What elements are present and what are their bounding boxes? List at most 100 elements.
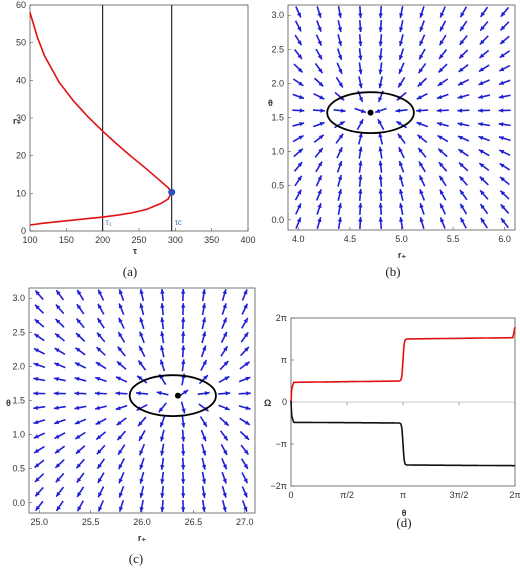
arrow-head-b	[319, 95, 325, 100]
vector-arrow-b	[315, 161, 323, 173]
plot-frame-a	[29, 4, 249, 232]
arrow-head-c	[54, 434, 60, 439]
vector-arrow-c	[156, 391, 169, 396]
ytick-label-b: 1.0	[271, 147, 284, 157]
vector-arrow-b	[336, 62, 343, 75]
vector-arrow-b	[479, 203, 489, 215]
vector-arrow-c	[221, 303, 227, 316]
vector-arrow-b	[437, 63, 448, 74]
arrow-head-b	[318, 147, 323, 153]
vector-arrow-c	[160, 499, 165, 513]
arrow-head-b	[358, 146, 363, 152]
vector-arrow-c	[221, 499, 227, 512]
vector-arrow-c	[75, 332, 86, 342]
arrow-head-b	[399, 189, 404, 194]
arrow-head-c	[33, 376, 39, 382]
vector-arrow-c	[34, 318, 45, 328]
arrow-head-c	[139, 345, 144, 351]
vector-arrow-c	[53, 405, 66, 410]
arrow-head-b	[395, 108, 401, 113]
arrow-head-c	[243, 289, 248, 295]
arrow-head-c	[139, 289, 144, 295]
vector-arrow-c	[137, 416, 147, 427]
vector-arrow-c	[34, 473, 45, 483]
arrow-head-c	[244, 420, 250, 425]
vector-arrow-b	[358, 216, 363, 230]
arrow-head-c	[116, 361, 122, 367]
vector-arrow-c	[219, 416, 230, 427]
vector-arrow-c	[180, 401, 186, 414]
vector-arrow-c	[241, 303, 249, 315]
xlabel-c: r₊	[138, 533, 147, 543]
vector-arrow-b	[295, 217, 302, 229]
arrow-head-c	[139, 478, 144, 484]
arrow-head-b	[499, 67, 505, 72]
ytick-label-c: 2.5	[12, 327, 25, 337]
panel-c: 25.0 25.5 26.0 26.5 27.0 0.0 0.5 1.0 1.5 2.0 2.5 3.…	[6, 287, 256, 566]
vector-arrow-b	[315, 48, 323, 60]
arrow-head-b	[358, 216, 363, 222]
vector-arrow-b	[336, 160, 343, 173]
vector-arrow-c	[53, 418, 66, 425]
arrow-head-c	[160, 493, 165, 498]
arrow-head-c	[243, 506, 248, 512]
arrow-head-c	[222, 303, 227, 309]
vector-arrow-c	[55, 500, 64, 512]
arrow-head-c	[98, 289, 103, 295]
arrow-head-b	[439, 189, 444, 195]
arrow-head-c	[118, 332, 123, 338]
vector-arrow-c	[220, 444, 228, 456]
vector-arrow-c	[201, 443, 207, 456]
arrow-head-c	[180, 465, 186, 470]
vector-arrow-c	[239, 417, 251, 426]
vector-arrow-c	[138, 443, 146, 456]
arrow-head-c	[224, 376, 230, 381]
vector-arrow-c	[53, 376, 66, 382]
vector-arrow-c	[33, 419, 46, 425]
vector-arrow-b	[315, 175, 323, 187]
arrow-head-c	[244, 346, 249, 352]
arrow-head-b	[416, 108, 421, 113]
arrow-head-b	[297, 40, 302, 46]
vector-arrow-b	[416, 134, 428, 143]
ytick-label-a: 50	[16, 38, 26, 48]
arrow-head-c	[181, 345, 186, 350]
contour-loop-c	[128, 374, 217, 418]
arrow-head-b	[498, 122, 504, 127]
arrow-head-c	[55, 304, 61, 310]
vector-arrow-b	[419, 188, 426, 201]
vector-arrow-b	[337, 202, 343, 215]
arrow-head-c	[97, 318, 102, 324]
vector-arrow-b	[416, 92, 428, 100]
arrow-head-b	[398, 68, 403, 74]
arrow-head-c	[222, 492, 227, 498]
arrow-head-b	[378, 188, 383, 194]
arrow-head-b	[458, 67, 464, 72]
ytick-label-c: 2.0	[12, 361, 25, 371]
arrow-head-b	[440, 203, 445, 209]
vector-arrow-c	[116, 417, 127, 426]
vector-arrow-b	[437, 78, 449, 87]
arrow-head-b	[399, 41, 404, 46]
xtick-label-b: 5.0	[395, 234, 408, 244]
vector-arrow-b	[398, 174, 404, 187]
arrow-head-b	[298, 94, 304, 99]
arrow-head-b	[419, 12, 424, 18]
vector-arrow-b	[316, 202, 322, 215]
vector-arrow-c	[239, 361, 251, 370]
vector-arrow-b	[477, 122, 491, 127]
arrow-head-c	[243, 463, 248, 469]
arrow-head-c	[56, 506, 61, 511]
vector-arrow-c	[55, 304, 65, 315]
vector-arrow-c	[75, 347, 86, 356]
vector-arrow-c	[74, 431, 86, 440]
vector-arrow-c	[33, 405, 46, 410]
vector-arrow-b	[500, 203, 510, 214]
arrow-head-c	[53, 391, 59, 396]
vector-arrow-c	[74, 418, 87, 425]
vline-label-a-0: τ₁	[106, 218, 112, 227]
vector-arrow-c	[160, 443, 165, 456]
vector-arrow-c	[181, 331, 186, 344]
arrow-head-c	[117, 346, 123, 352]
